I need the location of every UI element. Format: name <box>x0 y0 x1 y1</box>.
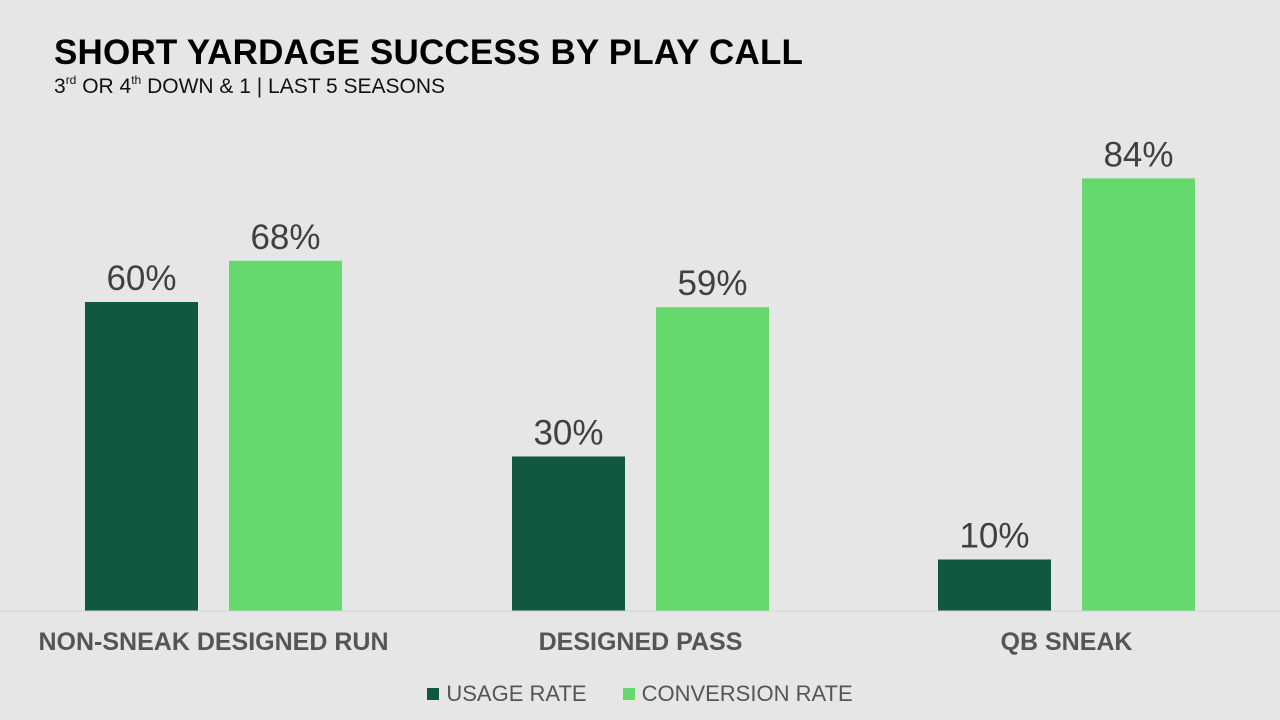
bar-conversion-0 <box>229 260 342 611</box>
data-label-conversion-0: 68% <box>250 218 320 257</box>
legend-item-usage: USAGE RATE <box>427 681 587 707</box>
data-label-usage-0: 60% <box>106 259 176 298</box>
bar-usage-0 <box>85 302 198 611</box>
chart-title: SHORT YARDAGE SUCCESS BY PLAY CALL <box>54 33 804 72</box>
bar-usage-1 <box>512 456 625 611</box>
legend-swatch-conversion <box>622 688 635 700</box>
category-label-0: NON-SNEAK DESIGNED RUN <box>38 628 388 656</box>
legend-swatch-usage <box>427 688 440 700</box>
category-label-1: DESIGNED PASS <box>539 628 743 656</box>
bar-conversion-1 <box>656 307 769 611</box>
legend-label-usage: USAGE RATE <box>446 681 587 706</box>
data-label-conversion-1: 59% <box>677 264 747 303</box>
legend: USAGE RATE CONVERSION RATE <box>0 681 1280 707</box>
bar-usage-2 <box>938 559 1051 611</box>
legend-label-conversion: CONVERSION RATE <box>641 681 853 706</box>
bar-conversion-2 <box>1082 178 1195 611</box>
data-label-usage-2: 10% <box>959 517 1029 556</box>
legend-item-conversion: CONVERSION RATE <box>622 681 853 707</box>
data-label-usage-1: 30% <box>533 414 603 453</box>
data-label-conversion-2: 84% <box>1103 135 1173 174</box>
chart-subtitle: 3rd OR 4th DOWN & 1 | LAST 5 SEASONS <box>54 73 446 98</box>
category-label-2: QB SNEAK <box>1001 628 1133 656</box>
